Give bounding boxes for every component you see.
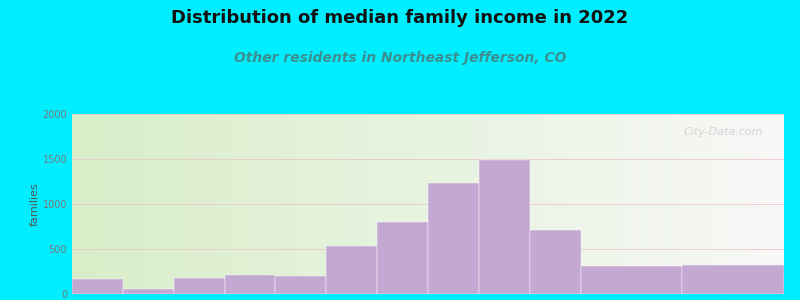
Bar [377,222,428,294]
Bar [428,183,479,294]
Bar [530,230,581,294]
Bar [275,275,326,294]
Text: Distribution of median family income in 2022: Distribution of median family income in … [171,9,629,27]
Bar [123,289,174,294]
Bar [225,275,275,294]
Bar [479,160,530,294]
Text: City-Data.com: City-Data.com [683,127,762,136]
Y-axis label: families: families [30,182,40,226]
Bar [72,279,123,294]
Bar [174,278,225,294]
Bar [326,246,377,294]
Bar [682,265,784,294]
Text: Other residents in Northeast Jefferson, CO: Other residents in Northeast Jefferson, … [234,51,566,65]
Bar [581,266,682,294]
